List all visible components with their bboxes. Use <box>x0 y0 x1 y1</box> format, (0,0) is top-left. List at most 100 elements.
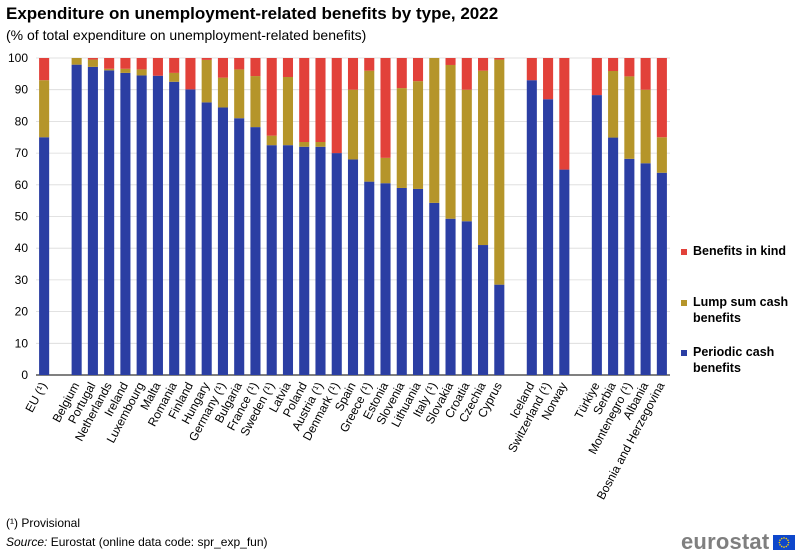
bar-periodic <box>136 75 147 375</box>
bar-lump-sum <box>120 68 131 73</box>
legend-item-periodic: Periodic cash benefits <box>681 344 796 376</box>
bar-in-kind <box>461 58 472 90</box>
y-tick-label: 30 <box>15 273 29 287</box>
bar-lump-sum <box>87 59 98 67</box>
bar-lump-sum <box>478 70 489 246</box>
bar-in-kind <box>396 58 407 89</box>
bar-lump-sum <box>266 135 277 146</box>
bar-lump-sum <box>396 88 407 188</box>
bar-in-kind <box>104 58 115 69</box>
eu-flag-icon <box>773 534 796 550</box>
bar-in-kind <box>347 58 359 90</box>
bar-in-kind <box>120 58 131 69</box>
legend-swatch-in-kind <box>681 249 687 255</box>
bar-periodic <box>299 146 310 375</box>
bar-in-kind <box>136 58 147 70</box>
bar-in-kind <box>234 58 245 70</box>
bar-periodic <box>591 95 602 376</box>
bar-in-kind <box>364 58 375 71</box>
legend-label-periodic: Periodic cash benefits <box>693 345 775 375</box>
y-tick-label: 40 <box>15 241 29 255</box>
bar-lump-sum <box>136 69 147 76</box>
bar-lump-sum <box>315 142 326 147</box>
bar-periodic <box>543 99 554 376</box>
bar-in-kind <box>152 58 163 76</box>
bar-lump-sum <box>429 58 440 203</box>
bar-in-kind <box>217 58 228 78</box>
source-note: Source: Eurostat (online data code: spr_… <box>6 535 268 549</box>
y-tick-label: 10 <box>15 336 29 350</box>
bar-periodic <box>559 169 570 375</box>
y-tick-label: 20 <box>15 305 29 319</box>
bar-periodic <box>169 81 180 376</box>
bar-lump-sum <box>201 59 212 103</box>
bar-in-kind <box>282 58 294 78</box>
bar-in-kind <box>250 58 261 77</box>
bar-in-kind <box>543 58 554 100</box>
bar-periodic <box>282 145 294 375</box>
y-tick-label: 80 <box>15 114 29 128</box>
bar-periodic <box>478 245 489 375</box>
bar-lump-sum <box>234 69 245 119</box>
bar-in-kind <box>640 58 651 90</box>
legend-swatch-periodic <box>681 350 687 356</box>
bar-periodic <box>445 218 456 375</box>
bar-lump-sum <box>39 80 50 138</box>
bar-periodic <box>608 137 619 375</box>
bar-lump-sum <box>380 157 391 184</box>
y-tick-label: 0 <box>21 368 28 382</box>
bar-in-kind <box>315 58 326 143</box>
logo-text: eurostat <box>681 529 770 554</box>
bar-in-kind <box>591 58 602 96</box>
bar-periodic <box>396 187 407 375</box>
legend-item-lump-sum: Lump sum cash benefits <box>681 294 796 326</box>
bar-lump-sum <box>169 72 180 82</box>
bar-lump-sum <box>412 81 424 189</box>
bar-periodic <box>380 183 391 375</box>
bar-periodic <box>640 163 651 375</box>
bar-periodic <box>120 72 131 376</box>
bar-periodic <box>250 127 261 375</box>
bar-lump-sum <box>364 70 375 182</box>
bar-periodic <box>494 284 505 375</box>
legend-label-lump-sum: Lump sum cash benefits <box>693 295 789 325</box>
bar-lump-sum <box>445 64 456 219</box>
y-tick-label: 50 <box>15 210 29 224</box>
bar-periodic <box>39 137 50 375</box>
bar-in-kind <box>185 58 196 90</box>
bar-periodic <box>104 70 115 375</box>
bar-lump-sum <box>104 68 115 71</box>
bar-lump-sum <box>347 89 359 160</box>
bar-in-kind <box>87 58 98 60</box>
bar-periodic <box>624 158 635 375</box>
bar-lump-sum <box>461 89 472 222</box>
legend-swatch-lump-sum <box>681 300 687 306</box>
source-label: Source: <box>6 535 48 549</box>
bar-periodic <box>234 118 245 375</box>
bar-lump-sum <box>624 76 635 159</box>
bar-periodic <box>71 64 82 376</box>
source-text: Eurostat (online data code: spr_exp_fun) <box>47 535 268 549</box>
bar-in-kind <box>201 58 212 60</box>
bar-lump-sum <box>282 77 294 146</box>
bar-in-kind <box>559 58 570 170</box>
bar-periodic <box>315 146 326 375</box>
bar-in-kind <box>412 58 424 82</box>
bar-periodic <box>266 145 277 375</box>
bar-in-kind <box>656 58 667 138</box>
bar-in-kind <box>331 58 342 154</box>
bar-periodic <box>185 89 196 376</box>
bar-periodic <box>201 102 212 375</box>
chart-subtitle: (% of total expenditure on unemployment-… <box>6 27 367 43</box>
bar-lump-sum <box>250 76 261 128</box>
bar-lump-sum <box>299 142 310 147</box>
bar-in-kind <box>169 58 180 73</box>
bar-periodic <box>152 75 163 375</box>
bar-lump-sum <box>640 89 651 164</box>
bar-periodic <box>347 159 359 375</box>
bar-in-kind <box>478 58 489 71</box>
eurostat-logo: eurostat <box>681 529 796 555</box>
bar-in-kind <box>608 58 619 71</box>
bar-periodic <box>526 80 537 375</box>
